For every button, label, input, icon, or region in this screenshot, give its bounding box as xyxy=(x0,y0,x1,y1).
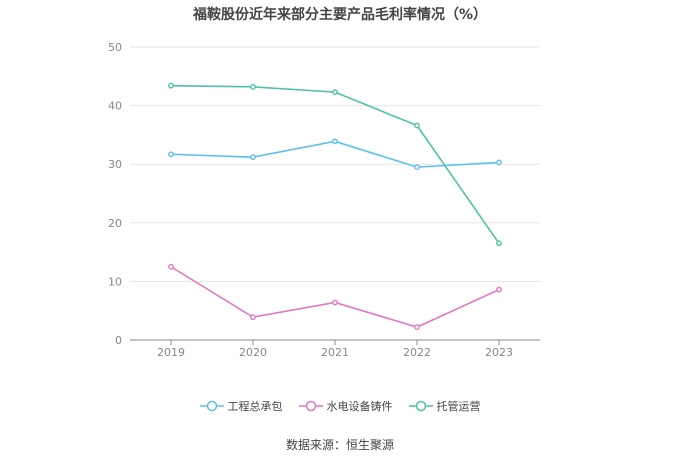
data-point xyxy=(496,286,502,293)
x-tick-label: 2021 xyxy=(321,346,349,359)
data-point xyxy=(168,82,174,89)
legend-marker-icon xyxy=(408,400,433,412)
data-point xyxy=(250,314,256,321)
data-point xyxy=(496,159,502,166)
legend-item-series-2[interactable]: 托管运营 xyxy=(408,398,481,414)
data-point xyxy=(414,324,420,331)
data-point xyxy=(168,263,174,270)
y-tick-label: 20 xyxy=(108,217,122,230)
y-tick-label: 40 xyxy=(108,100,122,113)
legend-label: 工程总承包 xyxy=(227,400,283,413)
data-point xyxy=(414,122,420,129)
legend-label: 水电设备铸件 xyxy=(326,400,393,413)
data-point xyxy=(496,240,502,247)
x-tick-label: 2023 xyxy=(485,346,513,359)
data-point xyxy=(414,164,420,171)
legend-marker-icon xyxy=(298,400,323,412)
y-tick-label: 50 xyxy=(108,41,122,54)
legend: 工程总承包 水电设备铸件 托管运营 xyxy=(0,398,680,414)
x-tick-label: 2020 xyxy=(239,346,267,359)
data-point xyxy=(332,89,338,96)
y-tick-label: 10 xyxy=(108,275,122,288)
x-tick-label: 2019 xyxy=(157,346,185,359)
data-point xyxy=(168,151,174,158)
data-point xyxy=(332,299,338,306)
legend-item-series-0[interactable]: 工程总承包 xyxy=(199,398,283,414)
y-tick-label: 0 xyxy=(115,334,122,347)
data-point xyxy=(250,83,256,90)
data-point xyxy=(250,154,256,161)
x-tick-label: 2022 xyxy=(403,346,431,359)
chart-title: 福鞍股份近年来部分主要产品毛利率情况（%） xyxy=(192,7,488,23)
data-source: 数据来源：恒生聚源 xyxy=(285,438,394,452)
line-chart: 0 10 20 30 40 50 2019 2020 2021 2022 2023 xyxy=(108,41,540,359)
data-point xyxy=(332,138,338,145)
legend-label: 托管运营 xyxy=(436,400,481,413)
legend-item-series-1[interactable]: 水电设备铸件 xyxy=(298,398,393,414)
series-line-1 xyxy=(170,266,500,328)
legend-marker-icon xyxy=(199,400,224,412)
series-line-0 xyxy=(170,140,500,168)
y-tick-label: 30 xyxy=(108,158,122,171)
